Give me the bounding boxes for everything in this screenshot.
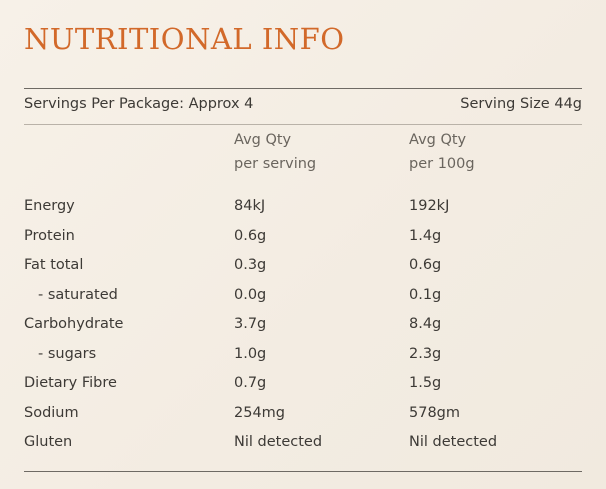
column-header-per-100g: Avg Qty per 100g — [409, 128, 475, 176]
per-serving-value: 0.6g — [234, 227, 267, 244]
table-row: Gluten Nil detected Nil detected — [24, 429, 582, 459]
table-row: Sodium 254mg 578gm — [24, 400, 582, 430]
per-100g-value: 0.1g — [409, 286, 442, 303]
per-serving-value: 1.0g — [234, 345, 267, 362]
nutrient-label: Gluten — [24, 434, 73, 450]
top-divider — [24, 88, 582, 89]
per-serving-value: 254mg — [234, 404, 286, 421]
bottom-divider — [24, 471, 582, 472]
table-row: - sugars 1.0g 2.3g — [24, 341, 582, 371]
column-header-line: Avg Qty — [409, 132, 467, 148]
table-row: Fat total 0.3g 0.6g — [24, 252, 582, 282]
servings-per-package: Servings Per Package: Approx 4 — [24, 96, 254, 112]
per-100g-value: 8.4g — [409, 316, 442, 332]
nutrient-label: - sugars — [38, 345, 97, 362]
nutrition-table: Energy 84kJ 192kJ Protein 0.6g 1.4g Fat … — [24, 193, 582, 459]
nutrient-label: Carbohydrate — [24, 316, 124, 332]
per-serving-value: 0.0g — [234, 286, 267, 303]
column-header-line: Avg Qty — [234, 132, 292, 148]
per-serving-value: Nil detected — [234, 434, 323, 450]
per-serving-value: 0.3g — [234, 257, 267, 273]
nutrient-label: Fat total — [24, 257, 84, 273]
nutrient-label: Sodium — [24, 404, 79, 421]
table-row: Carbohydrate 3.7g 8.4g — [24, 311, 582, 341]
per-serving-value: 0.7g — [234, 375, 267, 391]
per-100g-value: 2.3g — [409, 345, 442, 362]
per-100g-value: 578gm — [409, 404, 461, 421]
per-100g-value: 192kJ — [409, 198, 450, 214]
per-100g-value: 1.5g — [409, 375, 442, 391]
nutrient-label: Dietary Fibre — [24, 375, 117, 391]
table-row: Protein 0.6g 1.4g — [24, 223, 582, 253]
nutrient-label: - saturated — [38, 286, 118, 303]
nutrient-label: Protein — [24, 227, 75, 244]
serving-size: Serving Size 44g — [460, 96, 582, 112]
per-serving-value: 84kJ — [234, 198, 266, 214]
table-row: Dietary Fibre 0.7g 1.5g — [24, 370, 582, 400]
column-header-line: per serving — [234, 156, 317, 172]
column-header-per-serving: Avg Qty per serving — [234, 128, 316, 176]
page-title: NUTRITIONAL INFO — [24, 22, 345, 56]
per-100g-value: 1.4g — [409, 227, 442, 244]
column-header-line: per 100g — [409, 156, 475, 172]
header-divider — [24, 124, 582, 125]
per-100g-value: Nil detected — [409, 434, 498, 450]
per-100g-value: 0.6g — [409, 257, 442, 273]
per-serving-value: 3.7g — [234, 316, 267, 332]
table-row: - saturated 0.0g 0.1g — [24, 282, 582, 312]
table-row: Energy 84kJ 192kJ — [24, 193, 582, 223]
nutrient-label: Energy — [24, 198, 75, 214]
